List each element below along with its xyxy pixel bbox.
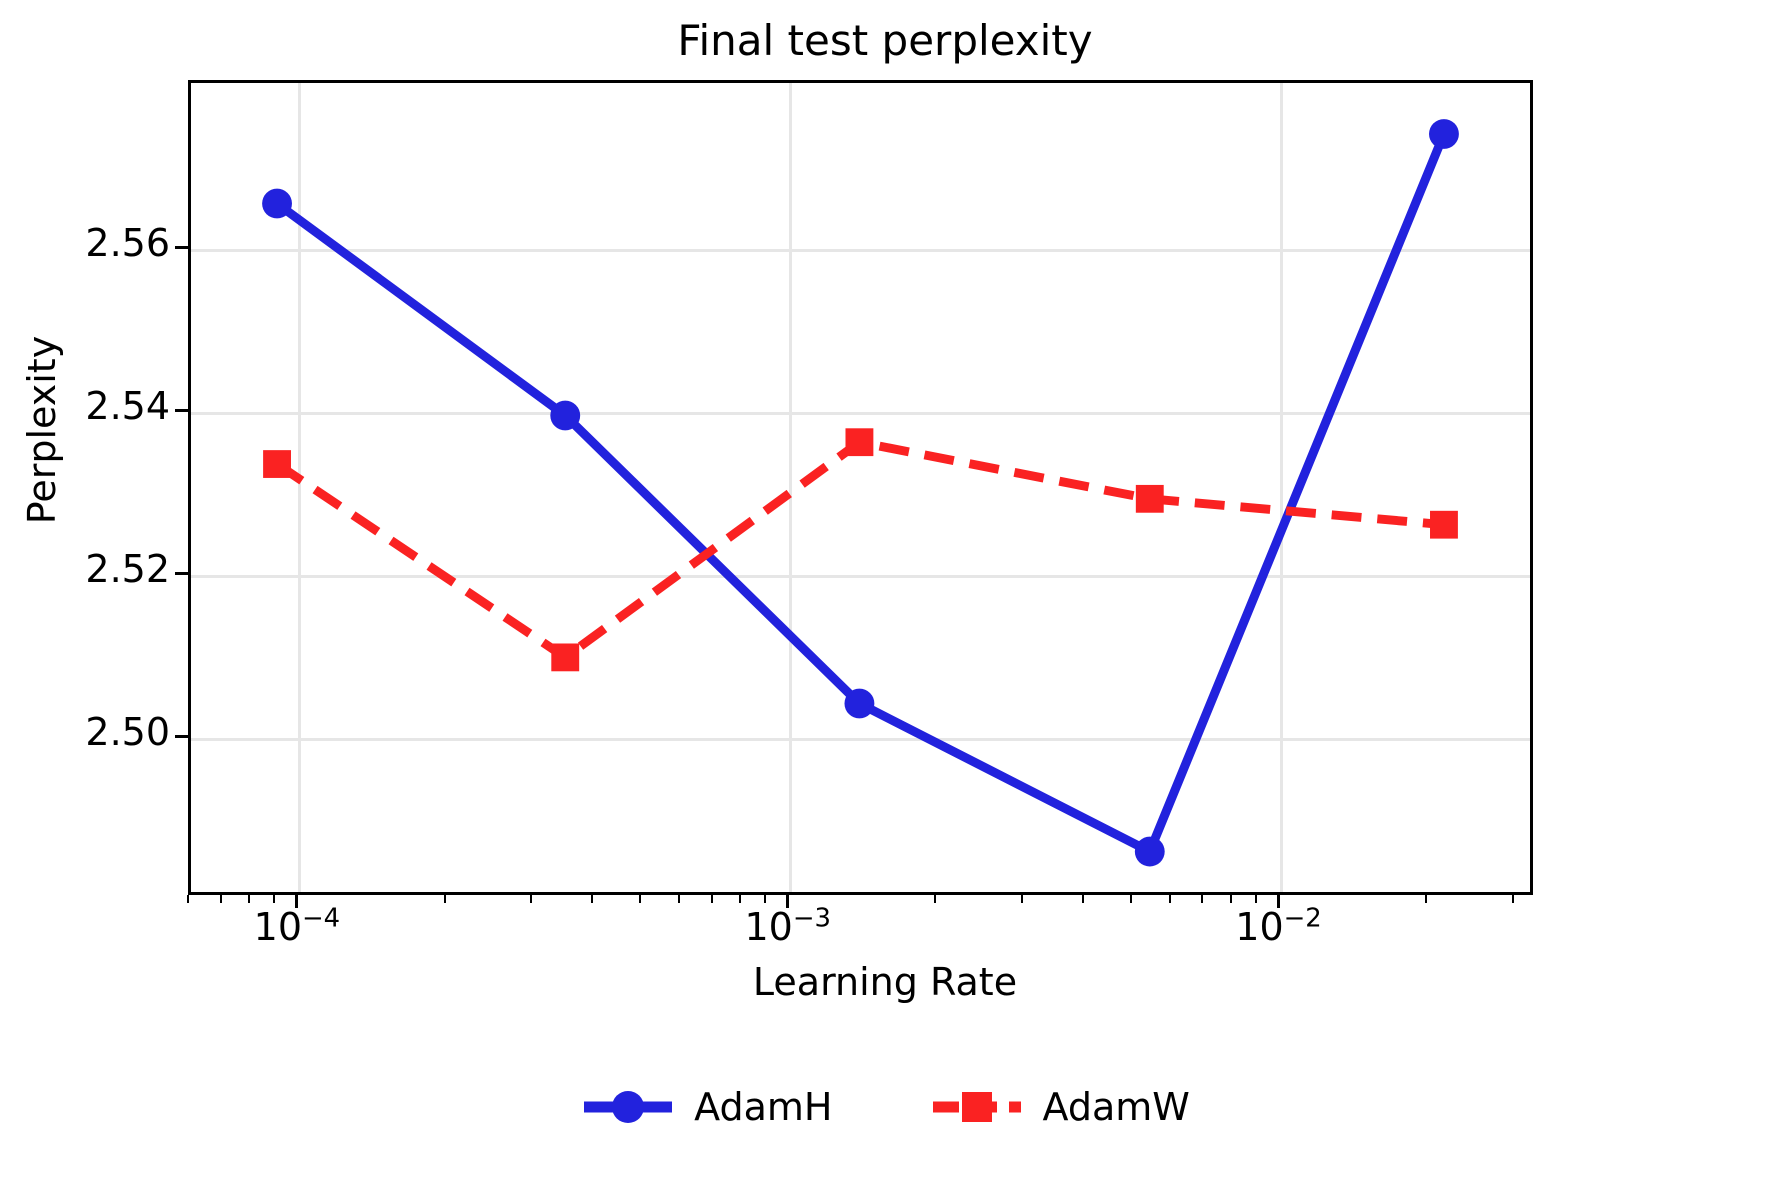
data-point-adamw-4[interactable] [1430, 510, 1458, 539]
series-line-adamh [274, 132, 1449, 857]
y-tick-mark [175, 245, 188, 249]
x-tick-mark-minor [1201, 895, 1204, 903]
x-tick-mark-minor [1229, 895, 1232, 903]
legend-entry-adamh[interactable]: AdamH [580, 1085, 833, 1129]
x-tick-mark-minor [638, 895, 641, 903]
x-tick-mark-minor [677, 895, 680, 903]
x-tick-mark-minor [187, 895, 189, 903]
x-tick-label: 10−4 [253, 903, 341, 949]
x-tick-mark-minor [1082, 895, 1085, 903]
legend-label-adamw: AdamW [1042, 1085, 1190, 1129]
y-tick-mark [175, 571, 188, 575]
data-point-adamw-0[interactable] [263, 450, 291, 478]
data-point-adamw-3[interactable] [1135, 484, 1164, 513]
chart-legend: AdamH AdamW [0, 1085, 1770, 1129]
x-tick-mark-minor [1425, 895, 1428, 903]
x-tick-mark-major [1277, 895, 1280, 908]
x-tick-mark-minor [219, 895, 222, 903]
y-axis-label: Perplexity [20, 335, 64, 525]
legend-swatch-adamh-line-circle-icon [580, 1087, 676, 1127]
y-tick-label: 2.54 [85, 384, 170, 429]
x-tick-mark-minor [739, 895, 742, 903]
x-tick-mark-minor [1168, 895, 1171, 903]
x-tick-mark-minor [1255, 895, 1258, 903]
gridline-horizontal [191, 737, 1530, 741]
chart-title: Final test perplexity [677, 16, 1093, 65]
gridline-vertical [1280, 83, 1283, 892]
x-axis-label: Learning Rate [752, 960, 1018, 1004]
x-tick-mark-minor [248, 895, 251, 903]
x-tick-mark-minor [1020, 895, 1023, 903]
x-tick-mark-minor [273, 895, 276, 903]
data-point-adamh-0[interactable] [262, 188, 292, 219]
gridline-vertical [298, 83, 302, 892]
plot-area [188, 80, 1533, 895]
x-tick-mark-minor [934, 895, 937, 903]
gridline-horizontal [191, 574, 1530, 578]
gridline-horizontal [191, 411, 1530, 415]
data-point-adamw-1[interactable] [551, 643, 580, 672]
x-tick-mark-minor [591, 895, 594, 903]
x-tick-mark-major [295, 895, 299, 908]
data-series-layer [262, 119, 1459, 867]
gridline-vertical [789, 83, 793, 892]
y-tick-label: 2.56 [85, 221, 170, 266]
data-point-adamh-2[interactable] [844, 688, 875, 719]
x-tick-label: 10−2 [1235, 903, 1322, 949]
y-tick-label: 2.52 [85, 547, 170, 592]
x-tick-mark-minor [530, 895, 533, 903]
x-tick-mark-minor [1511, 895, 1514, 903]
y-tick-mark [175, 734, 188, 738]
data-point-adamw-2[interactable] [845, 428, 874, 457]
x-tick-mark-minor [764, 895, 767, 903]
x-tick-mark-minor [443, 895, 446, 903]
data-point-adamh-4[interactable] [1429, 119, 1459, 149]
x-tick-label: 10−3 [744, 903, 831, 949]
x-tick-mark-major [786, 895, 790, 908]
x-tick-mark-minor [1129, 895, 1132, 903]
x-tick-mark-minor [710, 895, 713, 903]
y-tick-mark [175, 408, 188, 412]
data-point-adamh-1[interactable] [550, 400, 581, 431]
gridline-horizontal [191, 248, 1530, 252]
y-tick-label: 2.50 [85, 710, 170, 755]
data-point-adamh-3[interactable] [1134, 836, 1165, 867]
legend-swatch-adamw-dashed-square-icon [929, 1087, 1025, 1127]
legend-label-adamh: AdamH [694, 1085, 833, 1129]
legend-entry-adamw[interactable]: AdamW [929, 1085, 1190, 1129]
